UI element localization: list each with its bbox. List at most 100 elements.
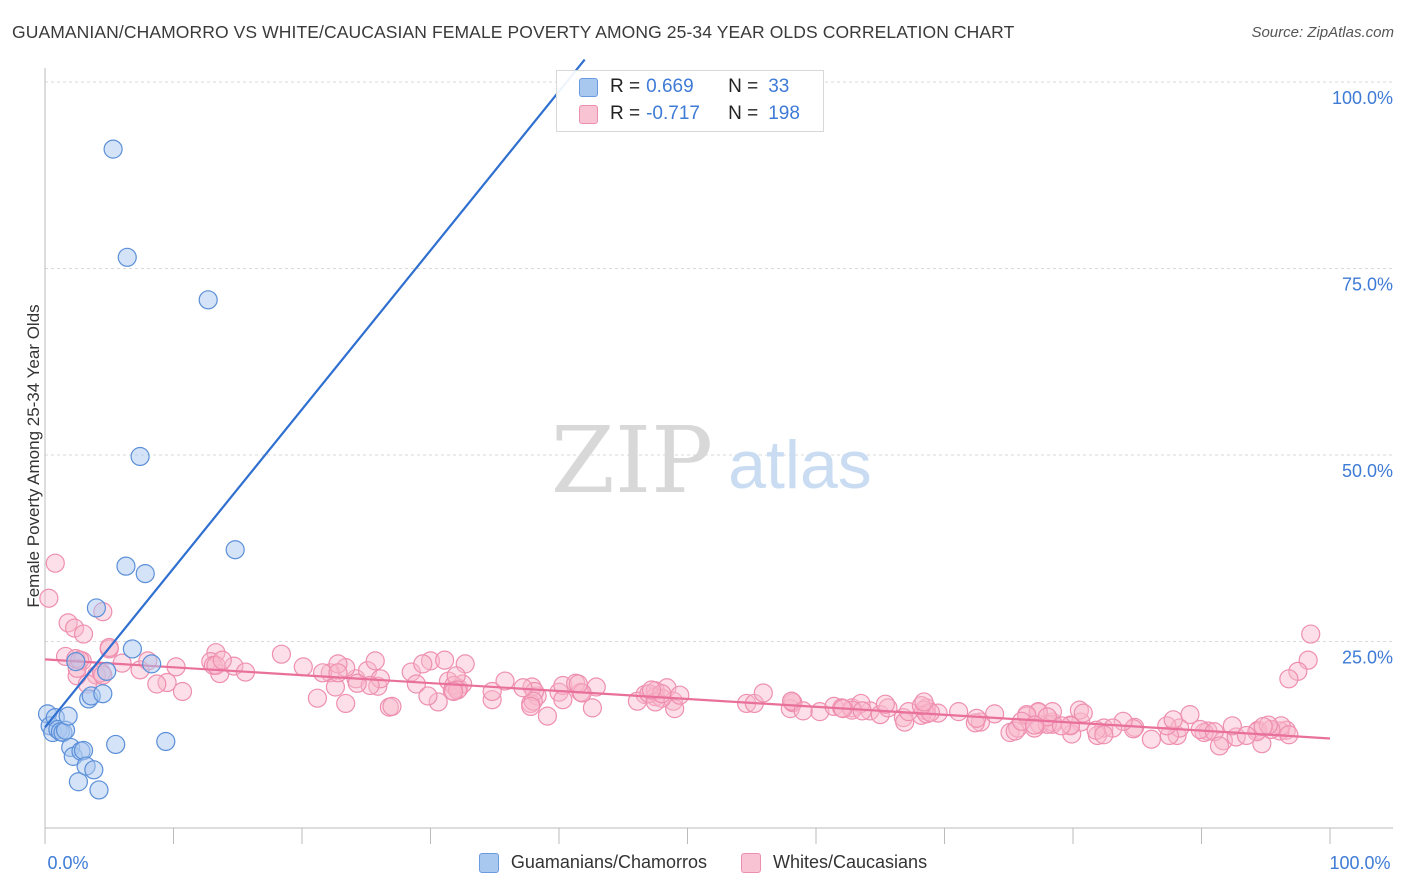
data-point-white xyxy=(413,654,433,674)
data-point-guamanian xyxy=(58,706,78,726)
data-point-white xyxy=(368,676,388,696)
data-point-white xyxy=(1222,716,1242,736)
data-point-guamanian xyxy=(73,740,94,761)
n-value: 33 xyxy=(768,76,790,97)
data-point-white xyxy=(1073,703,1093,723)
legend-label: Guamanians/Chamorros xyxy=(510,852,707,872)
data-point-white xyxy=(420,651,441,671)
data-point-guamanian xyxy=(116,556,136,576)
data-point-white xyxy=(523,691,543,711)
data-point-white xyxy=(1209,736,1230,756)
data-point-white xyxy=(172,681,193,702)
data-point-guamanian xyxy=(66,652,86,672)
y-tick-label: 100.0% xyxy=(1332,88,1393,108)
data-point-white xyxy=(1163,710,1183,730)
data-point-white xyxy=(1279,669,1299,689)
data-point-white xyxy=(670,685,690,705)
data-point-white xyxy=(1011,711,1032,731)
data-point-white xyxy=(568,674,588,694)
data-point-white xyxy=(442,681,462,701)
blue-swatch-icon xyxy=(478,852,499,873)
data-point-white xyxy=(1051,716,1072,736)
trendline-guamanian xyxy=(44,58,586,728)
data-point-white xyxy=(73,624,94,644)
n-label: N = xyxy=(728,103,759,124)
data-point-white xyxy=(435,650,455,670)
r-label: R = xyxy=(610,103,641,124)
data-point-white xyxy=(967,708,987,728)
data-point-white xyxy=(753,683,773,703)
data-point-white xyxy=(271,644,292,664)
data-point-guamanian xyxy=(86,598,107,618)
data-point-white xyxy=(582,698,603,718)
data-point-white xyxy=(1180,705,1200,725)
data-point-white xyxy=(1123,719,1143,739)
data-point-guamanian xyxy=(93,684,113,704)
legend-item-white[interactable]: Whites/Caucasians xyxy=(741,852,927,873)
data-point-white xyxy=(521,696,541,717)
data-point-white xyxy=(495,671,515,691)
data-point-guamanian xyxy=(68,772,89,792)
x-tick-label: 0.0% xyxy=(47,853,88,873)
data-point-white xyxy=(524,681,545,702)
r-label: R = xyxy=(610,76,641,97)
data-point-white xyxy=(406,674,426,694)
data-point-guamanian xyxy=(225,540,245,560)
legend-row-guamanian: R = 0.669 N = 33 xyxy=(579,75,789,99)
data-point-white xyxy=(1247,722,1267,742)
n-value: 198 xyxy=(768,103,800,124)
data-point-white xyxy=(875,694,895,714)
data-point-white xyxy=(1167,725,1187,746)
r-value: -0.717 xyxy=(646,103,700,124)
data-point-white xyxy=(1236,725,1257,746)
data-point-white xyxy=(444,681,464,702)
r-value: 0.669 xyxy=(646,76,694,97)
data-point-white xyxy=(157,672,177,693)
data-point-white xyxy=(428,692,448,712)
data-point-guamanian xyxy=(156,731,176,752)
trendline-white xyxy=(44,658,1331,740)
data-point-white xyxy=(482,690,502,710)
data-point-white xyxy=(1024,715,1045,735)
data-point-white xyxy=(783,693,803,713)
data-point-white xyxy=(307,688,328,708)
y-tick-label: 75.0% xyxy=(1342,275,1393,295)
x-tick-label: 100.0% xyxy=(1329,853,1390,873)
data-point-white xyxy=(39,588,59,608)
pink-swatch-icon xyxy=(579,104,598,124)
data-point-white xyxy=(45,553,65,573)
data-point-guamanian xyxy=(117,247,137,267)
data-point-white xyxy=(293,657,313,677)
legend-row-white: R = -0.717 N = 198 xyxy=(579,102,800,126)
data-point-white xyxy=(1141,729,1161,749)
data-point-white xyxy=(212,650,232,670)
data-point-guamanian xyxy=(130,446,150,467)
y-axis-title: Female Poverty Among 25-34 Year Olds xyxy=(24,304,43,608)
pink-swatch-icon xyxy=(741,852,761,873)
data-point-white xyxy=(914,692,934,712)
data-point-white xyxy=(1005,721,1025,741)
data-point-guamanian xyxy=(84,760,104,780)
data-point-white xyxy=(347,673,367,693)
data-point-guamanian xyxy=(142,654,162,674)
data-point-guamanian xyxy=(122,639,142,659)
data-point-white xyxy=(985,704,1005,724)
data-point-guamanian xyxy=(89,780,109,800)
watermark-atlas: atlas xyxy=(728,427,872,503)
data-point-white xyxy=(365,651,385,671)
legend-item-guamanian[interactable]: Guamanians/Chamorros xyxy=(478,852,707,873)
data-point-white xyxy=(58,613,78,633)
data-point-guamanian xyxy=(103,139,123,159)
n-label: N = xyxy=(728,76,759,97)
source-label: Source: ZipAtlas.com xyxy=(1251,24,1394,41)
data-point-white xyxy=(328,663,348,683)
blue-swatch-icon xyxy=(579,77,598,97)
watermark-zip: ZIP xyxy=(551,407,713,514)
data-point-white xyxy=(336,693,356,714)
data-point-white xyxy=(537,706,558,726)
data-point-white xyxy=(147,674,167,694)
data-point-guamanian xyxy=(97,661,117,681)
data-point-white xyxy=(482,681,502,702)
series-legend: Guamanians/Chamorros Whites/Caucasians xyxy=(0,852,1406,873)
data-point-white xyxy=(1094,725,1114,745)
